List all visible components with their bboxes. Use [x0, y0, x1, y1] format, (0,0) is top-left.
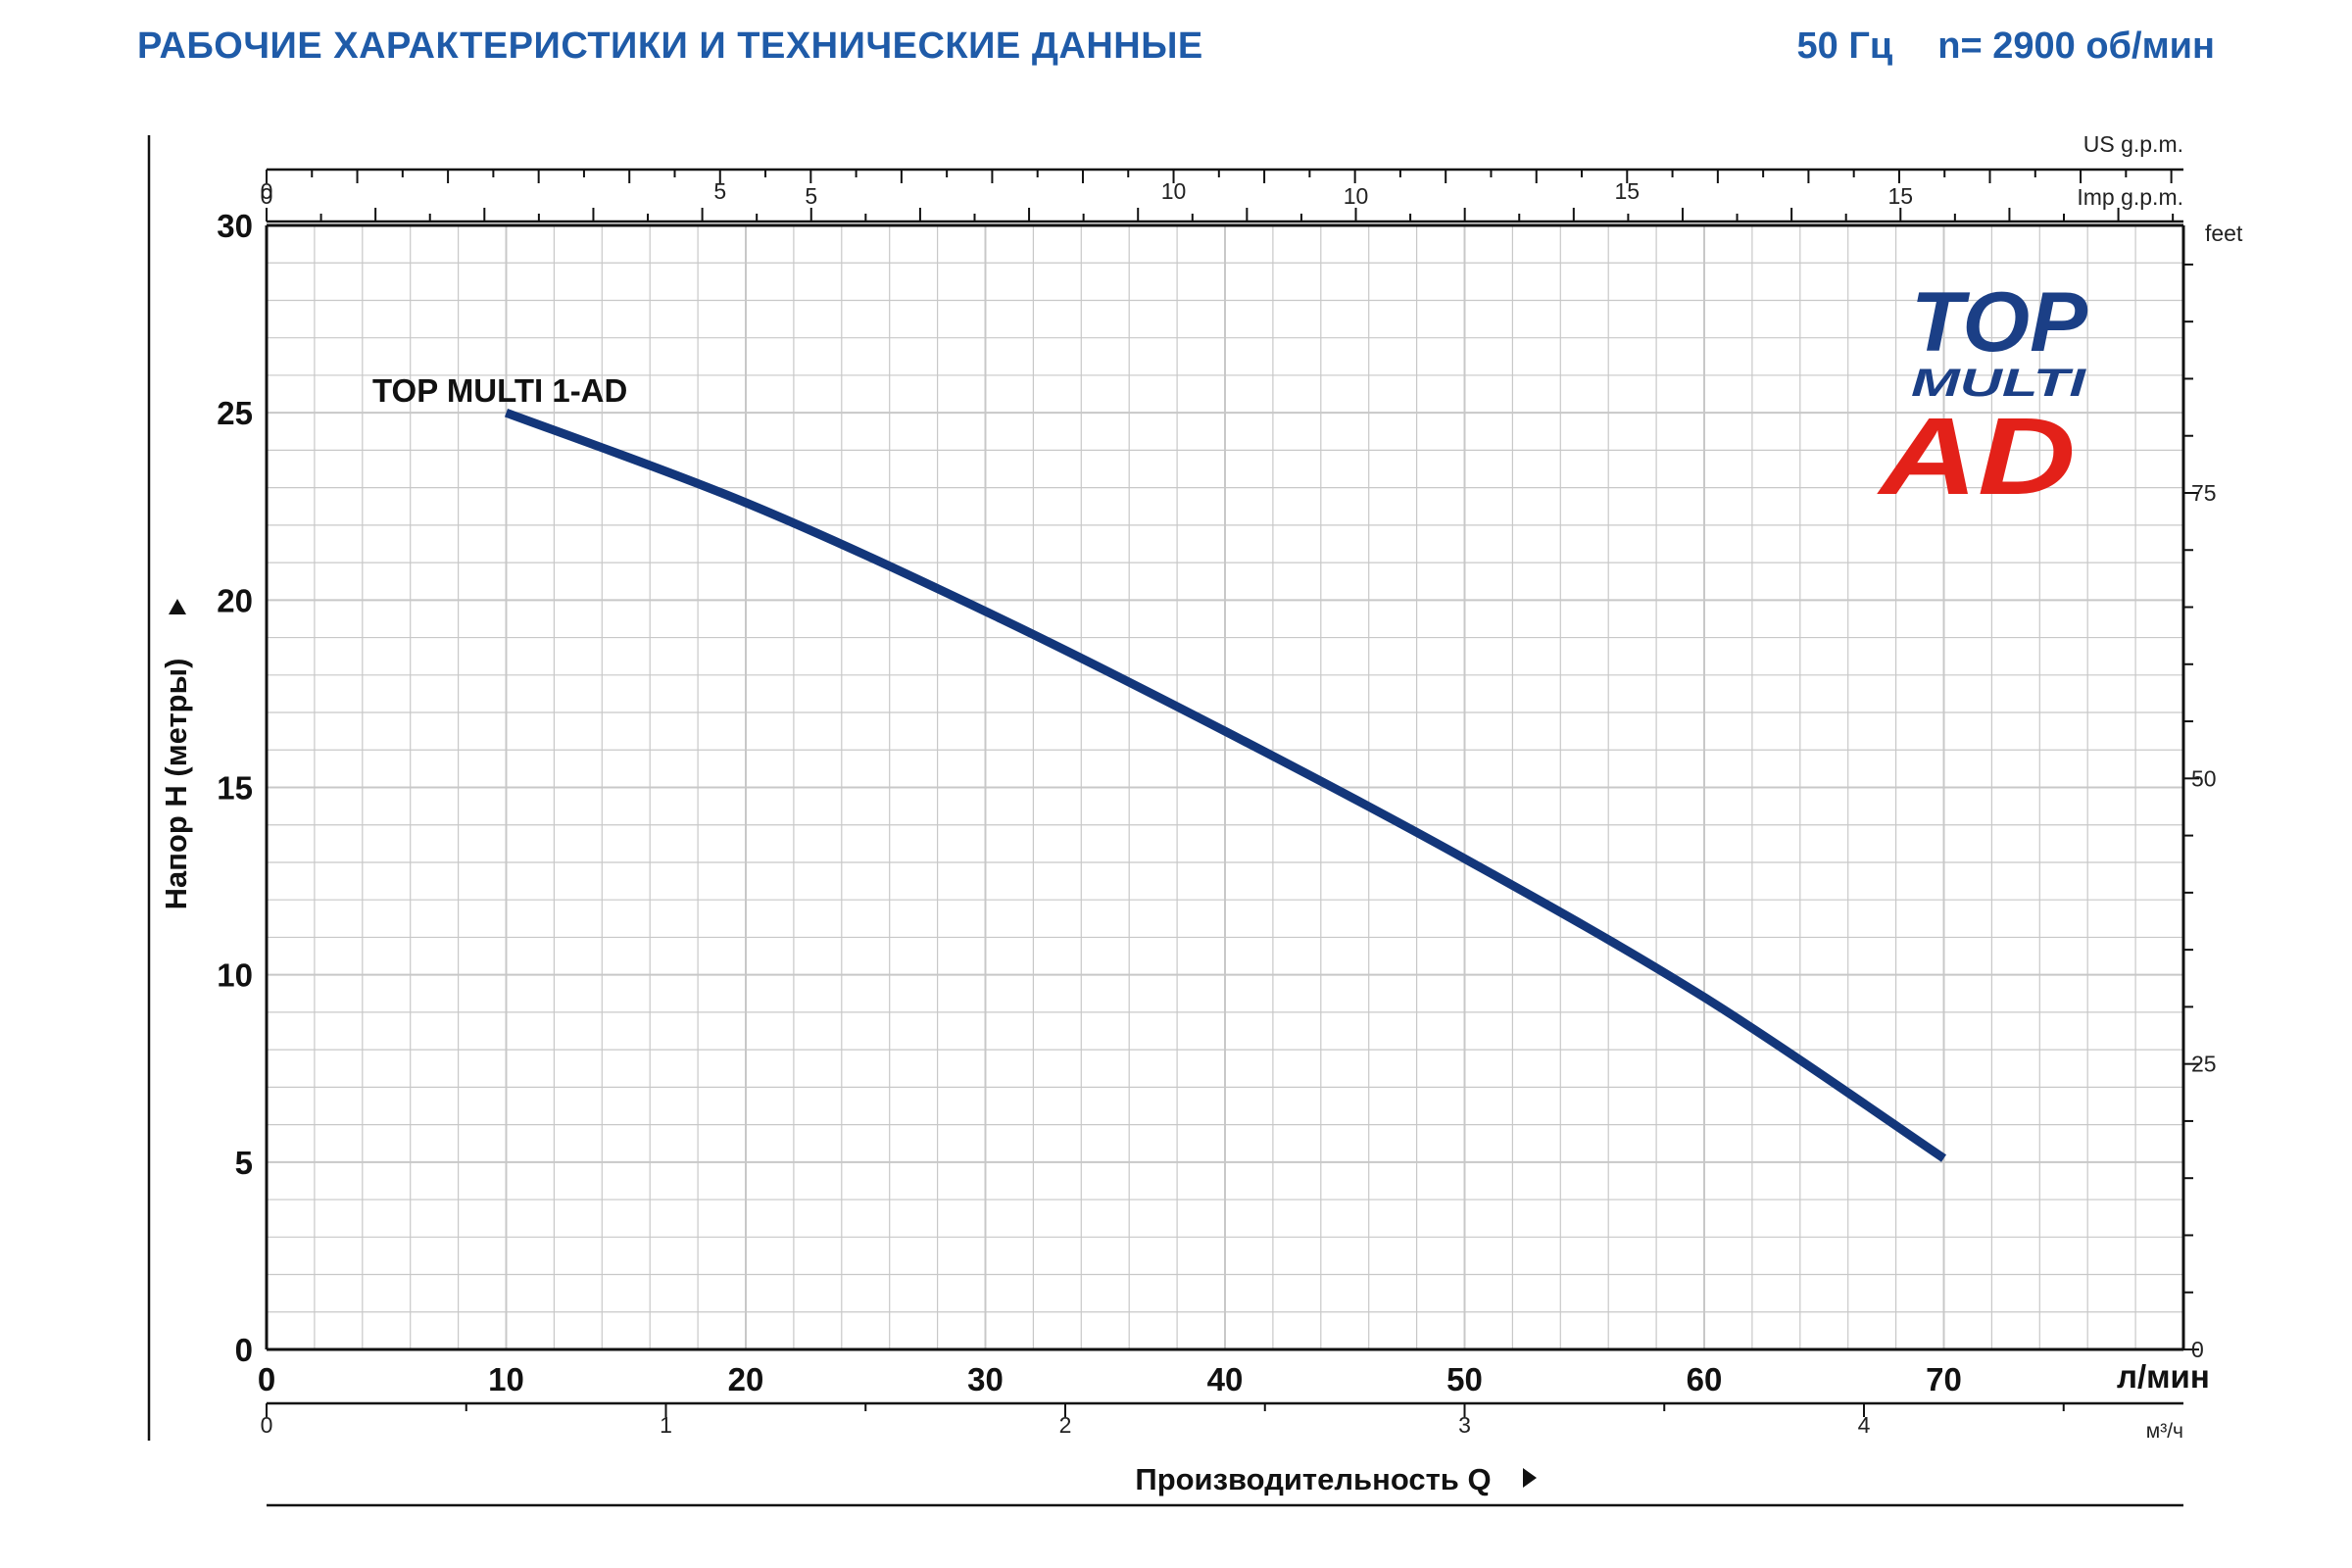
page-title: РАБОЧИЕ ХАРАКТЕРИСТИКИ И ТЕХНИЧЕСКИЕ ДАН…	[137, 25, 1203, 67]
m3h-axis-tick-label: 3	[1458, 1412, 1471, 1438]
x-tick-label: 40	[1207, 1361, 1244, 1397]
y-tick-label: 10	[217, 957, 253, 994]
x-axis-arrow-icon	[1523, 1468, 1537, 1488]
speed-label: n= 2900 об/мин	[1937, 25, 2215, 67]
us-gpm-unit-label: US g.p.m.	[2083, 131, 2183, 157]
top-multi-ad-logo: TOP MULTI AD	[1876, 275, 2087, 517]
imp-gpm-unit-label: Imp g.p.m.	[2077, 184, 2183, 210]
y-tick-label: 0	[235, 1332, 253, 1368]
us-gpm-axis-tick-label: 0	[261, 178, 273, 204]
operating-conditions: 50 Гц n= 2900 об/мин	[1797, 25, 2215, 68]
x-unit-label: л/мин	[2117, 1358, 2210, 1395]
x-tick-label: 20	[728, 1361, 764, 1397]
us-gpm-axis-tick-label: 15	[1615, 178, 1641, 204]
y-tick-label: 25	[217, 395, 253, 431]
y-tick-label: 15	[217, 770, 253, 807]
y-axis-arrow-icon	[169, 599, 186, 614]
axes	[265, 168, 2185, 1405]
m3h-axis-tick-label: 0	[261, 1412, 273, 1438]
x-axis-title: Производительность Q	[1135, 1462, 1491, 1496]
logo-top-text: TOP	[1911, 275, 2088, 369]
x-tick-label: 60	[1687, 1361, 1723, 1397]
m3h-axis-tick-label: 4	[1858, 1412, 1871, 1438]
us-gpm-axis-tick-label: 10	[1161, 178, 1187, 204]
curves	[504, 408, 1947, 1162]
axis-ticks	[266, 170, 2199, 1417]
x-tick-label: 30	[967, 1361, 1004, 1397]
x-tick-label: 0	[258, 1361, 275, 1397]
x-tick-label: 10	[488, 1361, 524, 1397]
x-tick-label: 50	[1446, 1361, 1483, 1397]
imp-gpm-axis-tick-label: 15	[1887, 183, 1913, 209]
y-tick-label: 30	[217, 208, 253, 244]
y-tick-label: 5	[235, 1145, 253, 1181]
feet-tick-label: 50	[2191, 765, 2217, 791]
m3h-unit-label: м³/ч	[2146, 1420, 2183, 1443]
x-tick-label: 70	[1926, 1361, 1962, 1397]
feet-tick-label: 75	[2191, 480, 2217, 506]
imp-gpm-axis-tick-label: 5	[805, 183, 817, 209]
frequency-label: 50 Гц	[1796, 25, 1893, 67]
imp-gpm-axis-tick-label: 0	[261, 183, 273, 209]
y-axis-title: Напор H (метры)	[159, 659, 193, 910]
feet-unit-label: feet	[2205, 220, 2243, 246]
m3h-axis-tick-label: 2	[1059, 1412, 1072, 1438]
m3h-axis-tick-label: 1	[660, 1412, 672, 1438]
series-label-top-multi-1-ad: TOP MULTI 1-AD	[372, 372, 627, 409]
feet-tick-label: 0	[2191, 1337, 2204, 1362]
us-gpm-axis-tick-label: 5	[713, 178, 726, 204]
imp-gpm-axis-tick-label: 10	[1344, 183, 1369, 209]
feet-tick-label: 25	[2191, 1052, 2217, 1077]
y-tick-label: 20	[217, 582, 253, 618]
logo-multi-text: MULTI	[1911, 362, 2086, 405]
logo-ad-text: AD	[1876, 395, 2076, 517]
